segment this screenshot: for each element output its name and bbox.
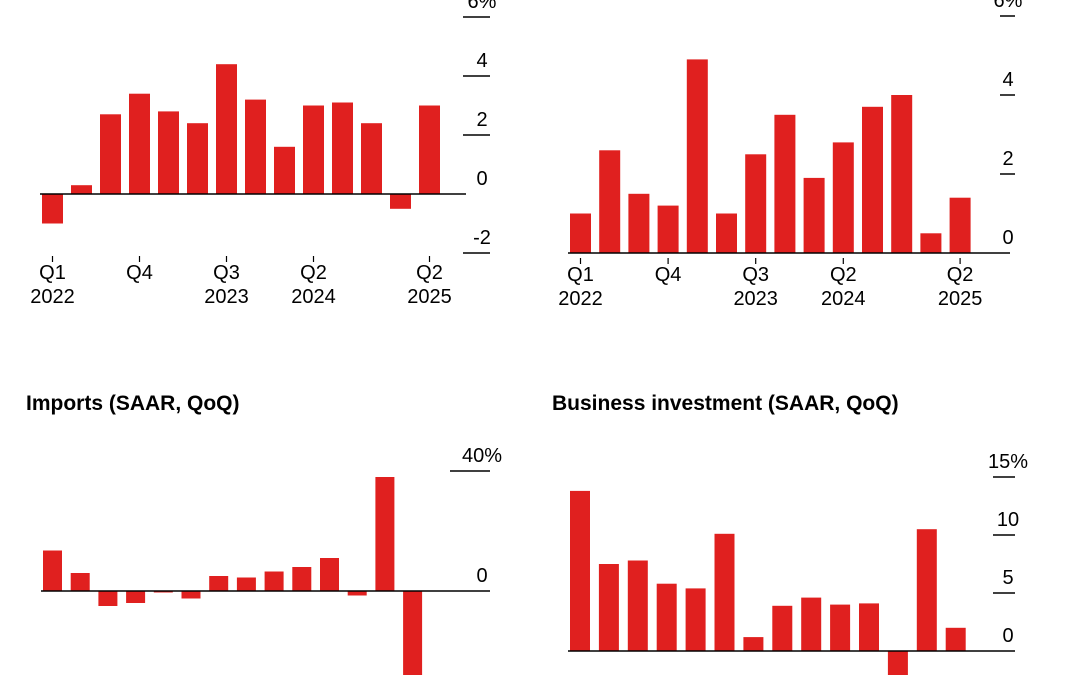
bar-q2-2025 — [403, 591, 423, 675]
chart-title: Business investment (SAAR, QoQ) — [552, 392, 899, 415]
bar-q2-2024 — [830, 604, 851, 651]
bar-q4-2022 — [129, 93, 150, 194]
bar-q4-2022 — [657, 205, 679, 253]
bar-q3-2024 — [862, 106, 883, 253]
bar-q1-2024 — [274, 146, 295, 194]
bar-q1-2024 — [803, 177, 825, 253]
y-tick-label: 0 — [476, 565, 487, 587]
bar-q1-2025 — [916, 529, 937, 651]
bar-q1-2025 — [920, 233, 942, 254]
imports-chart: Imports (SAAR, QoQ) 40% 0 — [26, 392, 502, 675]
bar-q1-2022 — [42, 194, 63, 224]
bar-q3-2022 — [100, 114, 121, 194]
bar-q4-2023 — [245, 99, 266, 194]
y-tick-label: 0 — [1002, 625, 1013, 647]
x-tick-label: Q2 — [416, 262, 443, 284]
x-tick-label: 2025 — [407, 286, 452, 308]
y-tick-label: 4 — [1002, 69, 1013, 91]
x-tick-label: Q2 — [300, 262, 327, 284]
bar-q1-2025 — [375, 477, 395, 591]
bar-q2-2023 — [716, 213, 737, 253]
bar-q3-2022 — [98, 591, 118, 606]
bar-q3-2022 — [628, 193, 650, 254]
y-tick-label: 5 — [1002, 567, 1013, 589]
x-tick-label: 2022 — [30, 286, 75, 308]
bar-q4-2024 — [891, 95, 913, 253]
bar-q3-2022 — [627, 560, 648, 651]
x-tick-label: Q3 — [213, 262, 240, 284]
bar-q4-2024 — [887, 651, 908, 675]
y-tick-label: 40% — [462, 445, 502, 467]
x-tick-label: 2023 — [733, 288, 778, 310]
bar-q1-2025 — [390, 194, 411, 209]
bar-q1-2023 — [158, 111, 179, 194]
bar-q4-2023 — [772, 605, 793, 651]
y-tick-label: 15% — [988, 451, 1028, 473]
x-tick-label: Q2 — [947, 264, 974, 286]
bar-q1-2022 — [570, 213, 591, 253]
bar-q3-2024 — [859, 603, 879, 651]
bar-q3-2023 — [209, 576, 229, 591]
bar-q3-2023 — [745, 154, 767, 254]
y-tick-label: 10 — [997, 509, 1019, 531]
y-tick-label: 4 — [476, 50, 487, 72]
bar-q3-2024 — [320, 558, 339, 591]
y-tick-label: 0 — [1002, 227, 1013, 249]
bar-q2-2024 — [832, 142, 854, 253]
bar-q4-2024 — [361, 123, 382, 194]
x-tick-label: Q4 — [126, 262, 153, 284]
bar-q1-2024 — [801, 597, 822, 651]
y-tick-label: -2 — [473, 227, 491, 249]
bar-q1-2022 — [43, 550, 62, 591]
bar-q2-2025 — [949, 197, 971, 253]
bar-q2-2023 — [187, 123, 208, 194]
bar-q2-2024 — [303, 105, 324, 194]
y-tick-label: 0 — [476, 168, 487, 190]
bar-q2-2022 — [598, 564, 619, 651]
bar-q2-2022 — [70, 573, 90, 591]
bar-q4-2022 — [126, 591, 146, 603]
y-tick-label: 2 — [1002, 148, 1013, 170]
bar-q2-2022 — [71, 185, 92, 194]
bar-q4-2023 — [236, 577, 256, 591]
bar-q4-2022 — [656, 583, 677, 651]
bar-q1-2024 — [264, 571, 284, 591]
x-tick-label: Q3 — [742, 264, 769, 286]
bar-q2-2022 — [599, 150, 621, 253]
bar-q4-2024 — [347, 591, 367, 596]
bar-q4-2023 — [774, 114, 796, 254]
x-tick-label: Q1 — [39, 262, 66, 284]
x-tick-label: 2025 — [938, 288, 983, 310]
y-tick-label: 6% — [468, 0, 497, 13]
business-investment-chart: Business investment (SAAR, QoQ) 15% 10 5 0 — [552, 392, 1028, 675]
bar-q2-2023 — [181, 591, 201, 599]
y-tick-label: 6% — [994, 0, 1023, 12]
x-tick-label: 2024 — [821, 288, 866, 310]
x-tick-label: 2024 — [291, 286, 336, 308]
x-tick-label: Q4 — [655, 264, 682, 286]
bar-q2-2025 — [419, 105, 440, 194]
bar-q1-2023 — [686, 59, 708, 254]
bar-q3-2023 — [216, 64, 237, 194]
bar-q3-2023 — [743, 637, 764, 651]
bar-q3-2024 — [332, 102, 353, 194]
bar-q2-2023 — [714, 533, 735, 651]
x-tick-label: 2023 — [204, 286, 249, 308]
bar-q1-2023 — [685, 588, 706, 651]
bar-q2-2025 — [945, 627, 966, 651]
x-tick-label: Q1 — [567, 264, 594, 286]
bar-q2-2024 — [292, 567, 312, 591]
y-tick-label: 2 — [476, 109, 487, 131]
x-tick-label: 2022 — [558, 288, 603, 310]
x-tick-label: Q2 — [830, 264, 857, 286]
chart-title: Imports (SAAR, QoQ) — [26, 392, 240, 415]
bar-q1-2022 — [570, 490, 590, 651]
